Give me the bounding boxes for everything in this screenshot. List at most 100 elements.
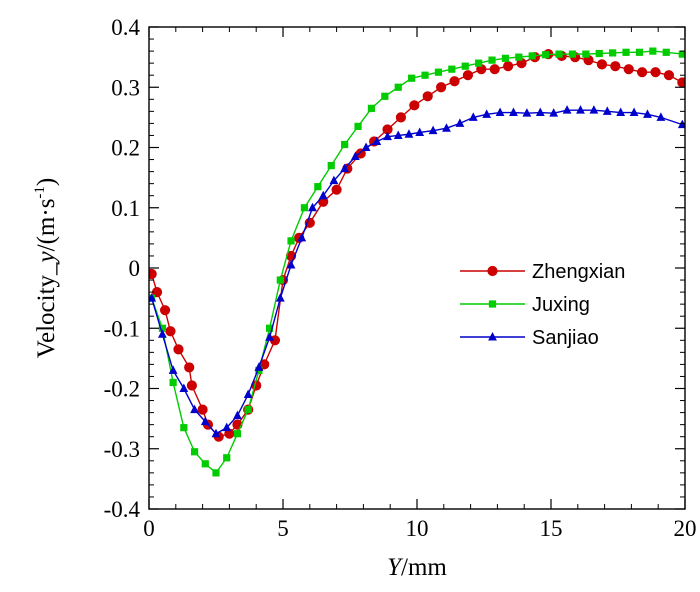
data-point-sanjiao bbox=[308, 202, 317, 212]
data-point-sanjiao bbox=[149, 293, 157, 302]
data-point-zhengxian bbox=[409, 100, 420, 111]
data-point-juxing bbox=[190, 448, 199, 456]
data-point-sanjiao bbox=[656, 112, 666, 121]
data-point-juxing bbox=[568, 50, 577, 58]
data-point-sanjiao bbox=[482, 109, 492, 118]
data-point-sanjiao bbox=[428, 125, 438, 135]
data-point-sanjiao bbox=[190, 404, 199, 414]
data-point-sanjiao bbox=[415, 127, 425, 136]
data-point-zhengxian bbox=[184, 362, 195, 373]
data-point-sanjiao bbox=[254, 362, 264, 371]
data-point-sanjiao bbox=[404, 129, 414, 138]
data-point-sanjiao bbox=[393, 130, 403, 139]
data-point-zhengxian bbox=[173, 344, 184, 355]
data-point-zhengxian bbox=[449, 76, 460, 87]
y-tick-label: -0.2 bbox=[104, 377, 140, 402]
legend: Zhengxian Juxing Sanjiao bbox=[460, 261, 625, 349]
data-point-juxing bbox=[649, 47, 657, 55]
data-point-sanjiao bbox=[222, 422, 232, 432]
series-layer bbox=[149, 47, 685, 477]
data-point-sanjiao bbox=[168, 365, 178, 374]
data-point-juxing bbox=[461, 62, 469, 70]
data-point-juxing bbox=[341, 140, 349, 149]
data-point-sanjiao bbox=[329, 175, 339, 185]
data-point-zhengxian bbox=[650, 67, 661, 78]
data-point-sanjiao bbox=[318, 190, 328, 200]
data-point-juxing bbox=[266, 324, 274, 332]
data-point-juxing bbox=[662, 48, 670, 56]
data-point-zhengxian bbox=[165, 326, 176, 337]
data-point-zhengxian bbox=[489, 64, 500, 75]
data-point-sanjiao bbox=[340, 163, 350, 173]
data-point-juxing bbox=[212, 469, 220, 477]
data-point-juxing bbox=[201, 460, 209, 468]
x-axis-title: Y/mm bbox=[387, 554, 447, 581]
data-point-sanjiao bbox=[495, 107, 505, 117]
data-point-zhengxian bbox=[503, 61, 514, 72]
y-axis-title-unit: /(m·s bbox=[33, 199, 60, 252]
data-point-sanjiao bbox=[455, 118, 465, 127]
data-point-zhengxian bbox=[395, 112, 407, 123]
x-tick-label: 10 bbox=[406, 516, 429, 541]
data-point-zhengxian bbox=[422, 91, 433, 102]
data-point-juxing bbox=[287, 237, 295, 245]
x-axis-title-unit: /mm bbox=[401, 554, 447, 581]
data-point-sanjiao bbox=[535, 107, 545, 117]
y-axis-title-var: y bbox=[33, 250, 60, 265]
data-point-zhengxian bbox=[637, 67, 648, 78]
data-point-juxing bbox=[609, 49, 617, 57]
y-tick-label: 0.3 bbox=[111, 75, 140, 100]
data-point-sanjiao bbox=[522, 108, 532, 117]
data-point-juxing bbox=[223, 454, 231, 462]
y-axis-title-exp: -1 bbox=[32, 186, 48, 199]
data-point-juxing bbox=[448, 65, 456, 73]
data-point-juxing bbox=[434, 68, 443, 76]
data-point-sanjiao bbox=[265, 332, 274, 341]
data-point-zhengxian bbox=[149, 268, 157, 280]
data-point-juxing bbox=[408, 74, 416, 82]
data-point-sanjiao bbox=[211, 428, 221, 438]
data-point-zhengxian bbox=[331, 184, 342, 195]
y-tick-label: -0.1 bbox=[104, 316, 140, 341]
legend-label-juxing: Juxing bbox=[532, 294, 590, 316]
x-axis-title-var: Y bbox=[387, 554, 404, 581]
data-point-sanjiao bbox=[589, 105, 599, 114]
data-point-sanjiao bbox=[468, 112, 478, 121]
data-point-sanjiao bbox=[286, 259, 296, 269]
y-axis-title-close: ) bbox=[33, 178, 60, 186]
data-point-juxing bbox=[327, 161, 335, 170]
legend-marker-sanjiao bbox=[488, 332, 497, 341]
data-point-sanjiao bbox=[442, 123, 451, 132]
data-point-juxing bbox=[367, 104, 376, 112]
x-tick-label: 0 bbox=[143, 516, 155, 541]
data-point-sanjiao bbox=[200, 416, 210, 426]
data-point-sanjiao bbox=[616, 107, 626, 117]
data-point-juxing bbox=[475, 59, 483, 67]
y-axis-title: Velocity_y/(m·s-1) bbox=[32, 178, 60, 359]
legend-label-zhengxian: Zhengxian bbox=[532, 261, 625, 283]
data-point-juxing bbox=[158, 324, 166, 332]
data-point-juxing bbox=[528, 52, 536, 60]
data-point-juxing bbox=[555, 50, 563, 58]
data-point-sanjiao bbox=[602, 106, 612, 115]
data-point-sanjiao bbox=[361, 142, 371, 151]
x-tick-label: 5 bbox=[277, 516, 289, 541]
data-point-sanjiao bbox=[372, 136, 382, 145]
data-point-juxing bbox=[501, 54, 510, 62]
data-point-juxing bbox=[488, 56, 496, 64]
data-point-sanjiao bbox=[562, 105, 572, 114]
data-point-juxing bbox=[622, 48, 630, 56]
data-point-zhengxian bbox=[596, 59, 608, 70]
y-tick-label: 0 bbox=[129, 256, 141, 281]
data-point-juxing bbox=[300, 204, 309, 212]
x-tick-label: 20 bbox=[674, 516, 697, 541]
data-point-sanjiao bbox=[243, 389, 253, 399]
data-point-zhengxian bbox=[663, 70, 675, 81]
data-point-juxing bbox=[421, 71, 429, 79]
y-tick-label: -0.4 bbox=[104, 497, 141, 522]
x-tick-label: 15 bbox=[540, 516, 563, 541]
data-point-juxing bbox=[180, 424, 188, 432]
data-point-sanjiao bbox=[383, 131, 392, 141]
data-point-juxing bbox=[678, 50, 685, 58]
y-tick-label: -0.3 bbox=[104, 437, 140, 462]
